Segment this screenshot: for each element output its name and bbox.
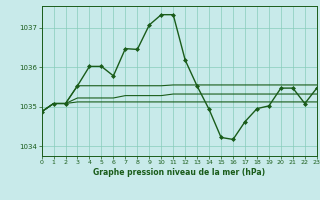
X-axis label: Graphe pression niveau de la mer (hPa): Graphe pression niveau de la mer (hPa): [93, 168, 265, 177]
